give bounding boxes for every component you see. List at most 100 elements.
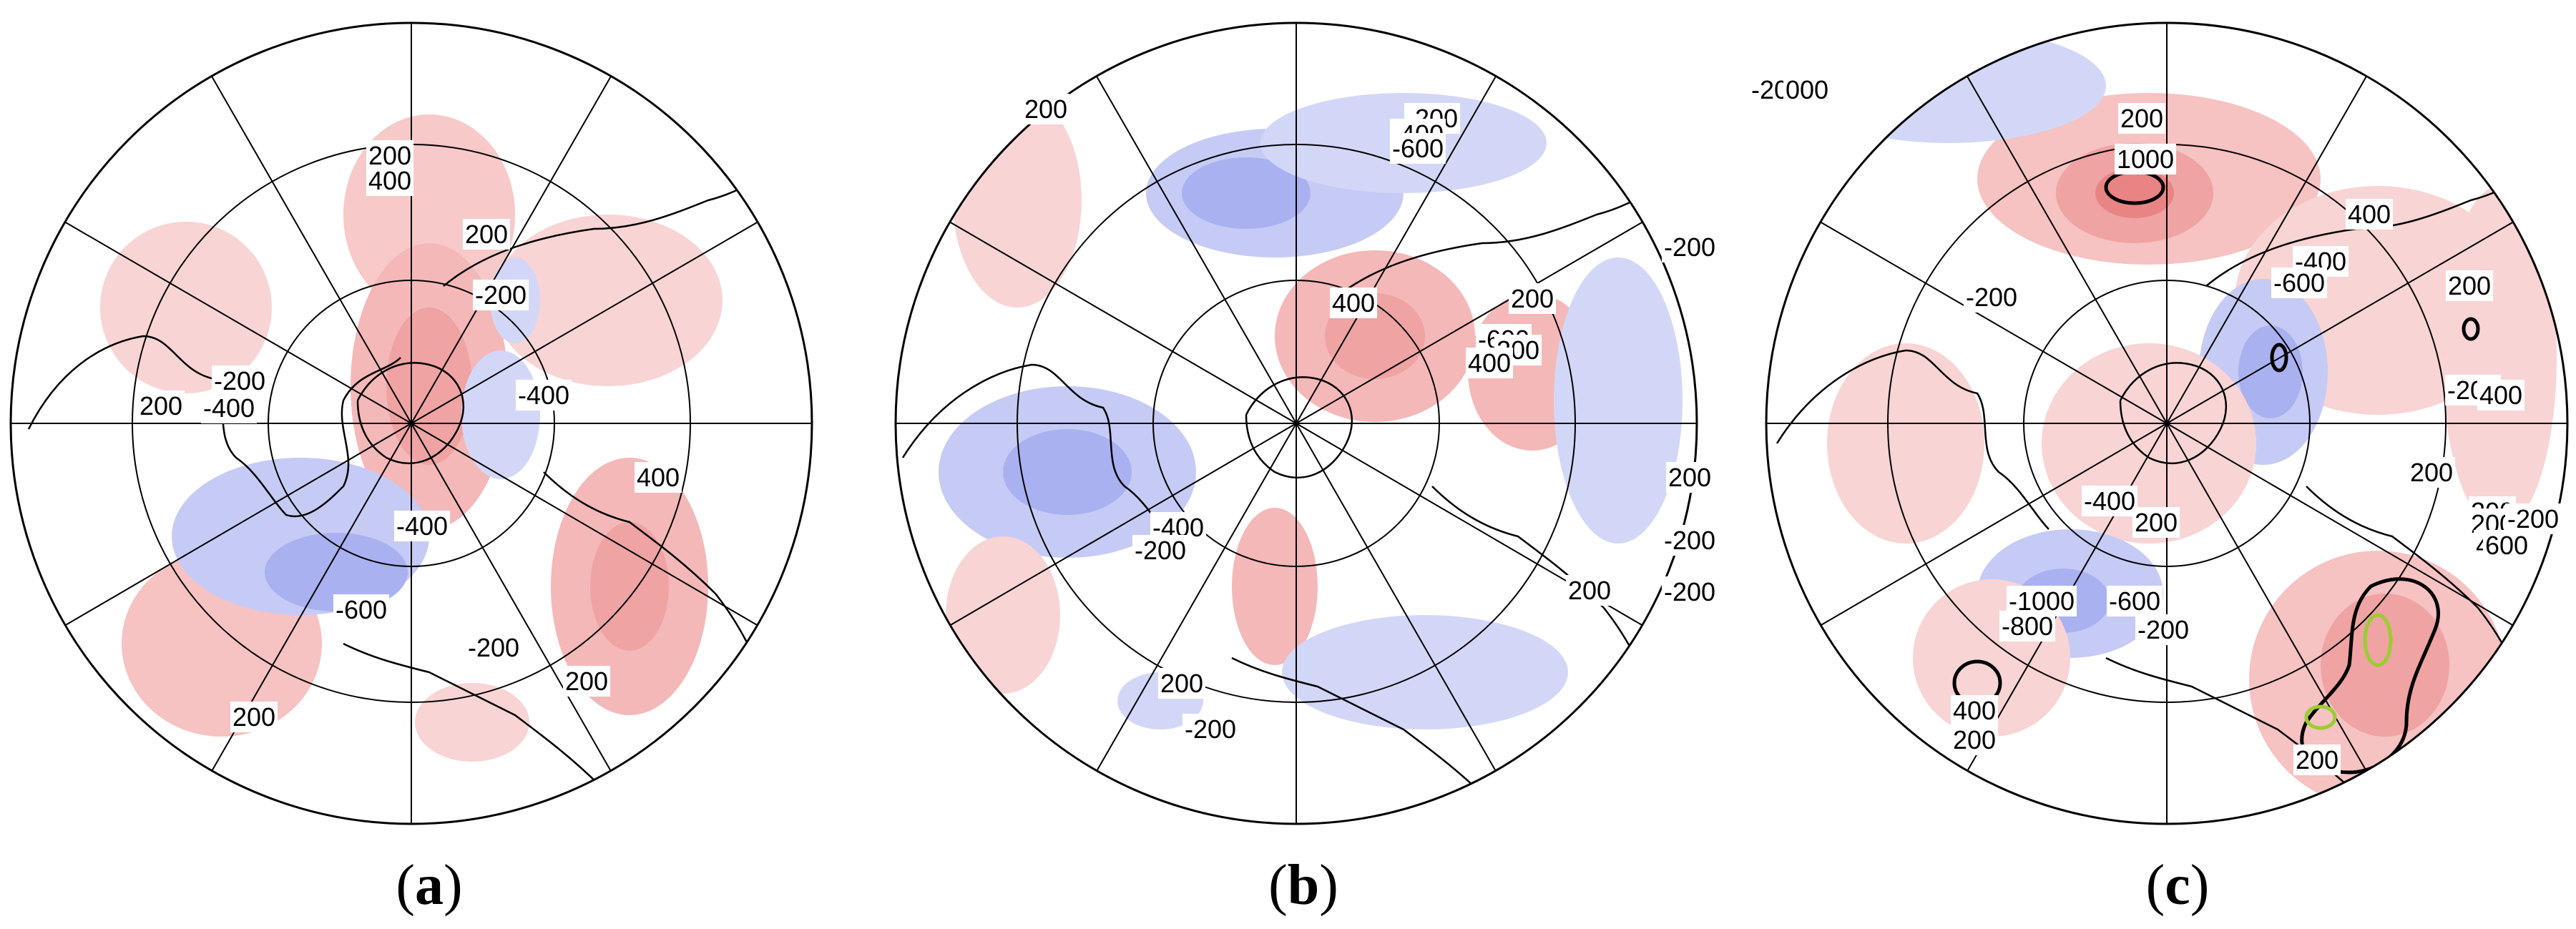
contour-label-background: [211, 365, 268, 396]
contour-label-background: [230, 702, 278, 732]
contour-label: 400: [637, 463, 680, 492]
panel-a: 200 400 200 -200 -200 -400 -400 200 400 -400 -600-…: [0, 0, 858, 929]
contour-label: 600: [2485, 531, 2528, 560]
contour-label: 200: [1024, 94, 1067, 124]
contour-label-background: [465, 632, 522, 663]
contour-label-background: [1783, 74, 1831, 105]
negative-anomaly-region: [1791, 29, 2106, 143]
positive-anomaly-region: [953, 93, 1082, 308]
panel-label-c: (c): [2145, 854, 2210, 917]
contour-label: 000: [1786, 75, 1828, 104]
significance-inner-outline: [2363, 613, 2393, 667]
negative-anomaly-core: [1182, 157, 1311, 229]
contour-label: -600: [1392, 134, 1444, 163]
map-boundary: [1765, 21, 2569, 825]
contour-label-background: [1661, 525, 1718, 556]
contour-label: 400: [2479, 380, 2522, 410]
contour-label: 400: [1332, 288, 1375, 318]
contour-label-background: [1963, 282, 2020, 313]
contour-label-background: [1465, 348, 1514, 378]
panel-c: -200 000 200 1000 400 -400 -600 -200 200 -200 400 2…: [1748, 0, 2576, 929]
contour-label: -400: [396, 511, 448, 541]
contour-label: 400: [368, 166, 411, 195]
contour-label-background: [2132, 507, 2180, 538]
positive-anomaly-region: [415, 683, 529, 762]
contour-label: -200: [475, 280, 527, 310]
contour-label-background: [1999, 611, 2056, 642]
contour-label-background: [2271, 267, 2328, 298]
positive-anomaly-region: [494, 215, 723, 386]
contour-label-background: [1950, 695, 1999, 726]
contour-label-background: [634, 462, 682, 493]
contour-label: 200: [1568, 576, 1611, 605]
positive-anomaly-region: [1827, 343, 1984, 544]
positive-anomaly-region: [100, 222, 272, 393]
contour-label: -200: [468, 633, 519, 662]
contour-label: 200: [1160, 669, 1203, 698]
contour-label: 400: [2348, 200, 2391, 229]
contour-label: 200: [2448, 271, 2491, 300]
contour-label-background: [1665, 462, 1714, 493]
contour-label-background: [2117, 103, 2166, 134]
contour-label: -200: [1664, 232, 1715, 262]
contour-label-background: [562, 666, 611, 697]
significance-outline: [2270, 343, 2288, 373]
contour-label-background: [1329, 287, 1378, 318]
contour-label: 200: [2120, 104, 2163, 133]
contour-label: -400: [2084, 486, 2135, 516]
contour-label: 200: [1511, 284, 1554, 313]
contour-labels: 200-200-400-600-200400200-600200400-400-…: [1022, 94, 1718, 744]
panel-b: 200-200-400-600-200400200-600200400-400-…: [874, 0, 1733, 929]
contour-label-background: [1661, 232, 1718, 262]
coastlines: [901, 185, 1662, 802]
contour-label: -600: [336, 595, 387, 624]
contour-label-background: [2345, 199, 2394, 230]
panel-label-b: (b): [1268, 854, 1338, 917]
contour-label-background: [1950, 724, 1999, 755]
contour-label-background: [2114, 144, 2177, 175]
map-boundary: [9, 21, 813, 825]
contour-label: -400: [203, 393, 255, 423]
contour-label: 200: [1668, 463, 1711, 492]
contour-label-background: [1389, 133, 1446, 164]
negative-anomaly-core: [265, 533, 408, 611]
contour-label-background: [2293, 744, 2341, 775]
contour-label: -200: [1664, 577, 1715, 606]
contour-label: 400: [1953, 696, 1996, 725]
negative-anomaly-core: [2238, 325, 2303, 418]
contour-label-background: [1508, 283, 1557, 314]
contour-label-background: [2504, 503, 2562, 534]
contour-label-background: [137, 390, 185, 421]
contour-label: -200: [1135, 536, 1186, 565]
positive-anomaly-core: [2095, 168, 2174, 218]
significance-outline: [2300, 577, 2440, 775]
contour-label-background: [1182, 714, 1239, 744]
significance-outline: [2462, 317, 2480, 341]
contour-label: -200: [214, 366, 265, 395]
contour-label: 200: [465, 220, 508, 249]
map-boundary: [894, 21, 1698, 825]
contour-label: -200: [2507, 504, 2559, 534]
contour-label-background: [2407, 457, 2456, 488]
contour-label: -400: [518, 380, 569, 410]
polar-map-b: 200-200-400-600-200400200-600200400-400-…: [894, 21, 1718, 825]
contour-label: 200: [232, 702, 275, 732]
panel-label-a: (a): [396, 854, 463, 917]
contour-label: -600: [2273, 268, 2325, 298]
contour-label-background: [515, 380, 572, 411]
contour-label-background: [2482, 530, 2531, 561]
negative-anomaly-core: [1003, 429, 1132, 515]
positive-anomaly-core: [590, 522, 669, 651]
positive-anomaly-region: [946, 536, 1060, 694]
contour-label-background: [366, 165, 414, 196]
negative-anomaly-region: [1554, 257, 1683, 544]
contour-label-background: [1157, 668, 1206, 699]
contour-label: -800: [2002, 611, 2053, 641]
contour-label-background: [2081, 486, 2138, 516]
contour-label: 200: [2410, 458, 2453, 487]
contour-label-background: [1132, 535, 1189, 566]
contour-label-background: [472, 280, 529, 310]
contour-label-background: [200, 393, 258, 423]
